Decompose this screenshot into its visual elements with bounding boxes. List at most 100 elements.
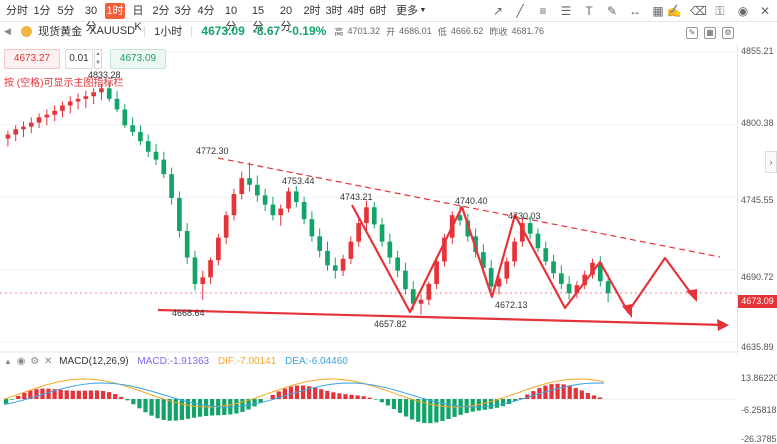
- more-menu[interactable]: 更多: [396, 5, 418, 17]
- prev-close-label: 昨收: [489, 26, 508, 37]
- divider: [144, 25, 146, 37]
- timeframe-0[interactable]: 分时: [6, 5, 28, 17]
- macd-histogram-bar: [203, 399, 209, 416]
- open-value: 4686.01: [399, 26, 432, 36]
- macd-histogram-bar: [179, 399, 184, 420]
- grid-icon[interactable]: ▦: [652, 4, 664, 18]
- macd-settings-icon[interactable]: ⚙: [30, 356, 40, 367]
- low-label: 低: [437, 26, 447, 37]
- expand-panel-icon[interactable]: ›: [765, 151, 777, 173]
- macd-histogram-bar: [428, 399, 433, 424]
- candle-body: [309, 219, 315, 237]
- macd-eye-icon[interactable]: ◉: [16, 356, 26, 367]
- symbol-code: XAUUSD: [89, 25, 136, 37]
- timeframe-2[interactable]: 5分: [57, 5, 75, 17]
- dea-value-group: DEA:-6.04460: [285, 356, 348, 367]
- divider: [191, 25, 193, 37]
- timeframe-9[interactable]: 10分: [224, 5, 238, 33]
- hlines-icon[interactable]: ≡: [539, 4, 547, 18]
- zigzag-arrowhead: [686, 289, 697, 302]
- settings-icon[interactable]: ⚙: [722, 27, 734, 39]
- macd-histogram-bar: [367, 397, 372, 399]
- macd-histogram-bar: [88, 390, 94, 399]
- macd-histogram-bar: [94, 390, 100, 399]
- candle-body: [395, 257, 400, 271]
- candle-body: [192, 257, 198, 284]
- candle-body: [558, 273, 564, 284]
- current-price-tag: 4673.09: [738, 295, 777, 308]
- macd-histogram-bar: [343, 394, 348, 399]
- lot-size-input[interactable]: 0.01: [65, 49, 93, 69]
- macd-histogram-bar: [525, 394, 530, 399]
- macd-histogram-bar: [82, 390, 88, 399]
- timeframe-10[interactable]: 15分: [251, 5, 265, 33]
- candle-body: [301, 201, 307, 220]
- ruler-icon[interactable]: ↔: [629, 4, 641, 18]
- trash-icon[interactable]: ✕: [759, 4, 771, 18]
- candle-body: [216, 237, 221, 261]
- timeframe-8[interactable]: 4分: [197, 5, 215, 17]
- timeframe-1[interactable]: 1分: [33, 5, 51, 17]
- macd-axis-tick: -26.37852: [741, 434, 777, 444]
- macd-histogram-bar: [125, 399, 130, 401]
- eraser-icon[interactable]: ⌫: [690, 4, 707, 18]
- lock-icon[interactable]: ⚿: [715, 4, 725, 18]
- zigzag-arrowhead: [622, 304, 632, 318]
- price-annotation: 4772.30: [196, 146, 229, 156]
- macd-histogram-bar: [34, 389, 39, 399]
- macd-histogram-bar: [397, 399, 403, 413]
- macd-axis-tick: -6.25818: [741, 405, 777, 415]
- lot-stepper[interactable]: ▲ ▼: [94, 49, 102, 69]
- price-axis-tick: 4635.89: [741, 342, 774, 352]
- price-axis-tick: 4690.72: [741, 272, 774, 282]
- more-chevron-down-icon[interactable]: ▼: [419, 7, 427, 14]
- candle-body: [410, 289, 416, 304]
- macd-close-icon[interactable]: ✕: [43, 356, 53, 367]
- macd-histogram-bar: [561, 384, 566, 399]
- prev-close-value: 4681.76: [511, 26, 545, 36]
- timeframe-4[interactable]: 1时: [105, 3, 125, 19]
- pen-icon[interactable]: ↗: [492, 4, 504, 18]
- line-icon[interactable]: ╱: [516, 4, 524, 18]
- macd-histogram-bar: [434, 399, 439, 423]
- candle-body: [597, 262, 603, 282]
- draw-icon[interactable]: ✎: [686, 27, 698, 39]
- timeframe-12[interactable]: 2时: [303, 5, 321, 17]
- timeframe-7[interactable]: 3分: [174, 5, 192, 17]
- text-icon[interactable]: T: [585, 4, 593, 18]
- candle-body: [262, 195, 268, 205]
- collapse-icon[interactable]: ◀: [4, 25, 11, 36]
- macd-collapse-icon[interactable]: ▲: [4, 357, 12, 366]
- candle-body: [52, 110, 58, 115]
- interval-label[interactable]: 1小时: [154, 26, 183, 38]
- candle-body: [161, 159, 167, 175]
- buy-price-box[interactable]: 4673.09: [110, 49, 166, 69]
- eye-icon[interactable]: ◉: [737, 4, 749, 18]
- high-value: 4701.32: [347, 26, 380, 36]
- candle-body: [114, 98, 120, 110]
- candle-body: [520, 223, 525, 242]
- timeframe-14[interactable]: 4时: [347, 5, 365, 17]
- price-annotation: 4672.13: [495, 300, 528, 310]
- timeframe-6[interactable]: 2分: [152, 5, 170, 17]
- macd-histogram-bar: [494, 399, 500, 408]
- sell-price-box[interactable]: 4673.27: [4, 49, 60, 69]
- brush-icon[interactable]: ✎: [606, 4, 618, 18]
- timeframe-13[interactable]: 3时: [325, 5, 343, 17]
- macd-histogram-bar: [319, 389, 324, 399]
- edit-icon[interactable]: ✍: [666, 4, 682, 18]
- fib-icon[interactable]: ☰: [560, 4, 572, 18]
- timeframe-11[interactable]: 20分: [279, 5, 293, 33]
- timeframe-15[interactable]: 6时: [369, 5, 387, 17]
- macd-histogram-bar: [28, 390, 33, 399]
- candle-body: [574, 285, 580, 294]
- macd-histogram-bar: [379, 399, 384, 403]
- macd-histogram-bar: [585, 393, 591, 399]
- grid-icon[interactable]: ▦: [704, 27, 716, 39]
- timeframe-3[interactable]: 30分: [84, 5, 98, 33]
- macd-histogram-bar: [137, 399, 142, 409]
- candle-body: [239, 178, 245, 195]
- timeframe-5[interactable]: 日K: [132, 5, 144, 33]
- candle-body: [481, 252, 486, 269]
